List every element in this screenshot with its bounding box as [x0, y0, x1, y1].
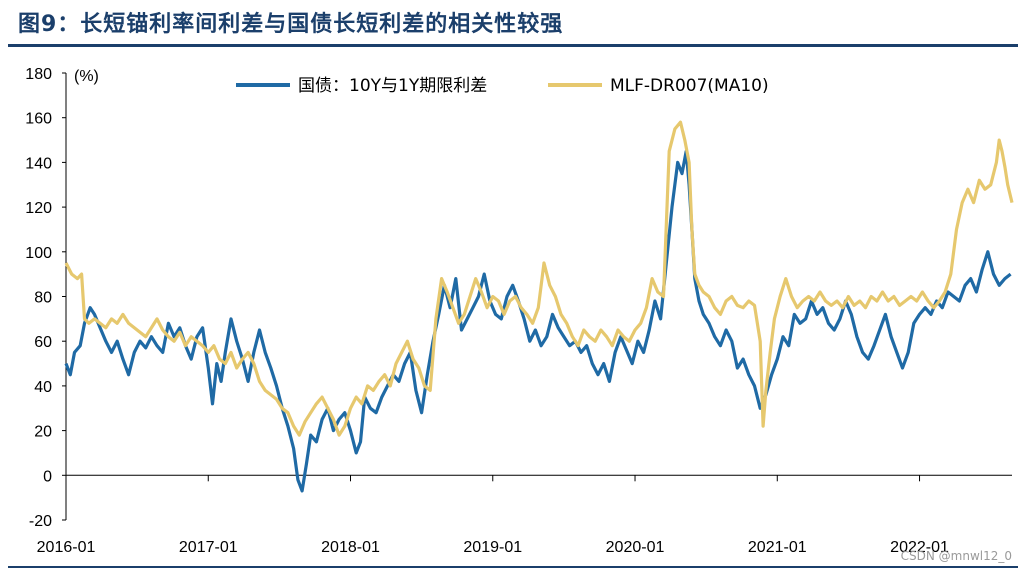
legend-label-treasury-spread: 国债：10Y与1Y期限利差 — [298, 76, 487, 96]
y-tick-label: 120 — [25, 200, 52, 217]
chart-legend: 国债：10Y与1Y期限利差 MLF-DR007(MA10) — [236, 76, 769, 96]
x-tick-label: 2019-01 — [463, 539, 522, 556]
watermark: CSDN @mnwl12_0 — [901, 549, 1012, 563]
x-tick-label: 2021-01 — [748, 539, 807, 556]
y-tick-label: 80 — [34, 290, 52, 307]
series-line-mlf-dr007 — [64, 120, 1014, 437]
x-tick-label: 2016-01 — [37, 539, 96, 556]
y-tick-label: 20 — [34, 424, 52, 441]
y-tick-label: -20 — [29, 513, 52, 530]
bottom-rule — [8, 566, 1018, 568]
figure-title: 图9：长短锚利率间利差与国债长短利差的相关性较强 — [18, 12, 564, 37]
x-tick-label: 2020-01 — [606, 539, 665, 556]
series-line-treasury-spread — [64, 149, 1012, 493]
chart-axes: -20 0 20 40 60 80 100 120 140 160 180 2016-01 2017-0… — [25, 66, 1012, 556]
y-axis-unit: (%) — [74, 68, 99, 85]
x-tick-label: 2018-01 — [321, 539, 380, 556]
x-tick-label: 2022-01 — [890, 539, 949, 556]
y-tick-label: 60 — [34, 334, 52, 351]
y-tick-label: 0 — [43, 468, 52, 485]
y-tick-label: 180 — [25, 66, 52, 83]
y-tick-label: 140 — [25, 155, 52, 172]
y-tick-label: 100 — [25, 245, 52, 262]
legend-label-mlf-dr007: MLF-DR007(MA10) — [610, 76, 769, 96]
y-tick-label: 40 — [34, 379, 52, 396]
y-tick-label: 160 — [25, 111, 52, 128]
x-tick-label: 2017-01 — [179, 539, 238, 556]
title-rule — [8, 44, 1018, 47]
chart-series — [64, 120, 1014, 493]
